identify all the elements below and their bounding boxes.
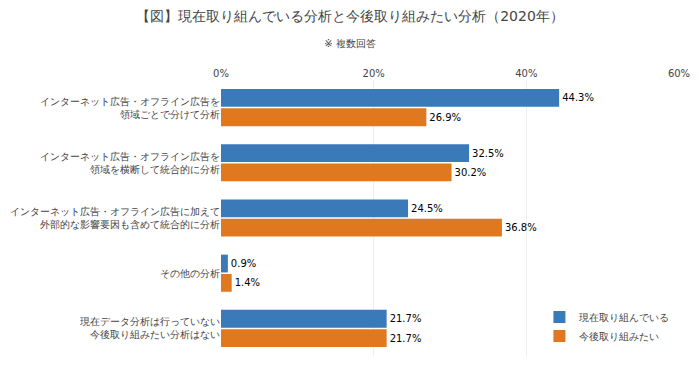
svg-text:26.9%: 26.9% [429,112,461,123]
svg-text:60%: 60% [668,68,690,79]
svg-text:40%: 40% [515,68,537,79]
svg-text:21.7%: 21.7% [390,313,422,324]
svg-text:今後取り組みたい: 今後取り組みたい [579,331,659,342]
svg-text:※ 複数回答: ※ 複数回答 [324,38,376,49]
svg-text:30.2%: 30.2% [455,167,487,178]
svg-text:0%: 0% [213,68,229,79]
svg-text:その他の分析: その他の分析 [160,268,220,279]
svg-text:32.5%: 32.5% [472,148,504,159]
svg-text:現在取り組んでいる: 現在取り組んでいる [579,312,669,323]
svg-text:36.8%: 36.8% [505,222,537,233]
svg-text:【図】現在取り組んでいる分析と今後取り組みたい分析（2020: 【図】現在取り組んでいる分析と今後取り組みたい分析（2020年） [136,8,564,24]
svg-text:インターネット広告・オフライン広告を領域を横断して統合的に分: インターネット広告・オフライン広告を領域を横断して統合的に分析 [40,151,220,175]
svg-text:1.4%: 1.4% [235,277,260,288]
svg-text:20%: 20% [363,68,385,79]
svg-text:インターネット広告・オフライン広告を領域ごとで分けて分析: インターネット広告・オフライン広告を領域ごとで分けて分析 [40,96,220,120]
svg-text:0.9%: 0.9% [231,258,256,269]
svg-text:インターネット広告・オフライン広告に加えて外部的な影響要因も: インターネット広告・オフライン広告に加えて外部的な影響要因も含めて統合的に分析 [10,206,220,230]
svg-text:現在データ分析は行っていない今後取り組みたい分析はない: 現在データ分析は行っていない今後取り組みたい分析はない [80,316,220,340]
svg-text:21.7%: 21.7% [390,333,422,344]
svg-text:44.3%: 44.3% [562,92,594,103]
svg-text:24.5%: 24.5% [411,203,443,214]
